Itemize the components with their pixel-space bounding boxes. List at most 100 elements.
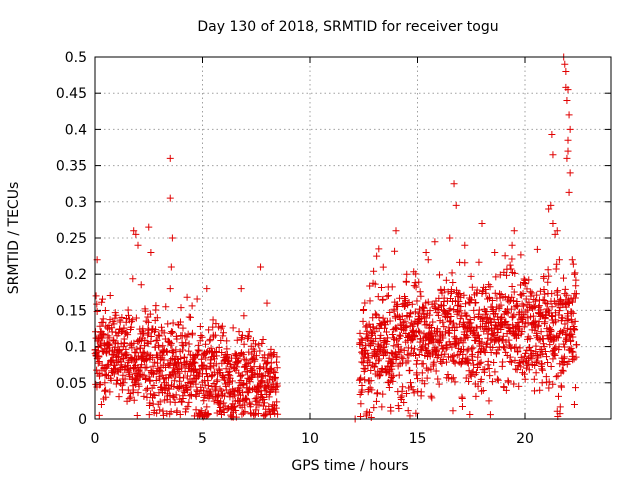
y-tick-label: 0.1 — [65, 340, 87, 356]
data-point-plus — [142, 386, 150, 394]
data-point-plus — [449, 353, 457, 361]
data-point-plus — [419, 360, 427, 368]
data-point-plus — [563, 316, 571, 324]
data-point-plus — [548, 130, 556, 138]
data-point-plus — [508, 241, 516, 249]
data-point-plus — [405, 313, 413, 321]
data-point-plus — [162, 303, 170, 311]
data-point-plus — [254, 410, 262, 418]
data-point-plus — [406, 366, 414, 374]
data-point-plus — [265, 393, 273, 401]
x-tick-label: 5 — [198, 431, 207, 447]
data-point-plus — [240, 312, 248, 320]
data-point-plus — [520, 323, 528, 331]
data-point-plus — [564, 86, 572, 94]
data-point-plus — [493, 375, 501, 383]
data-point-plus — [92, 292, 100, 300]
data-point-plus — [385, 384, 393, 392]
data-point-plus — [465, 325, 473, 333]
data-point-plus — [482, 289, 490, 297]
data-point-plus — [554, 372, 562, 380]
data-point-plus — [237, 376, 245, 384]
data-point-plus — [452, 201, 460, 209]
data-point-plus — [443, 358, 451, 366]
data-point-plus — [202, 354, 210, 362]
data-point-plus — [166, 194, 174, 202]
data-point-plus — [509, 313, 517, 321]
data-point-plus — [148, 369, 156, 377]
data-point-plus — [233, 351, 241, 359]
data-point-plus — [210, 333, 218, 341]
data-point-plus — [360, 353, 368, 361]
data-point-plus — [219, 329, 227, 337]
data-point-plus — [238, 331, 246, 339]
data-point-plus — [176, 373, 184, 381]
data-point-plus — [455, 298, 463, 306]
data-point-plus — [558, 366, 566, 374]
data-point-plus — [168, 234, 176, 242]
data-point-plus — [379, 390, 387, 398]
data-point-plus — [544, 266, 552, 274]
data-point-plus — [156, 398, 164, 406]
data-point-plus — [184, 403, 192, 411]
data-point-plus — [213, 352, 221, 360]
data-point-plus — [411, 333, 419, 341]
data-point-plus — [400, 398, 408, 406]
data-point-plus — [441, 350, 449, 358]
data-point-plus — [461, 241, 469, 249]
data-point-plus — [165, 385, 173, 393]
data-point-plus — [457, 302, 465, 310]
data-point-plus — [166, 360, 174, 368]
data-point-plus — [128, 344, 136, 352]
data-point-plus — [102, 348, 110, 356]
data-point-plus — [528, 355, 536, 363]
data-point-plus — [171, 398, 179, 406]
data-point-plus — [453, 289, 461, 297]
data-point-plus — [358, 386, 366, 394]
data-point-plus — [561, 320, 569, 328]
data-point-plus — [145, 223, 153, 231]
data-point-plus — [96, 381, 104, 389]
data-point-plus — [427, 392, 435, 400]
data-point-plus — [542, 299, 550, 307]
data-point-plus — [411, 279, 419, 287]
data-point-plus — [520, 370, 528, 378]
data-point-plus — [451, 359, 459, 367]
data-point-plus — [190, 358, 198, 366]
data-point-plus — [155, 331, 163, 339]
data-point-plus — [368, 386, 376, 394]
data-point-plus — [540, 285, 548, 293]
data-point-plus — [518, 328, 526, 336]
data-point-plus — [387, 349, 395, 357]
data-point-plus — [551, 230, 559, 238]
data-point-plus — [560, 340, 568, 348]
data-point-plus — [405, 332, 413, 340]
data-point-plus — [369, 314, 377, 322]
data-point-plus — [448, 297, 456, 305]
data-point-plus — [396, 331, 404, 339]
data-point-plus — [424, 346, 432, 354]
data-point-plus — [440, 323, 448, 331]
data-point-plus — [545, 272, 553, 280]
data-point-plus — [230, 403, 238, 411]
data-point-plus — [486, 283, 494, 291]
data-point-plus — [429, 339, 437, 347]
data-point-plus — [163, 347, 171, 355]
data-point-plus — [527, 313, 535, 321]
data-point-plus — [356, 329, 364, 337]
data-point-plus — [403, 270, 411, 278]
y-tick-label: 0.35 — [56, 159, 87, 175]
data-point-plus — [213, 376, 221, 384]
data-point-plus — [370, 362, 378, 370]
data-point-plus — [413, 357, 421, 365]
data-point-plus — [188, 302, 196, 310]
data-point-plus — [155, 332, 163, 340]
data-point-plus — [371, 363, 379, 371]
data-point-plus — [417, 292, 425, 300]
data-point-plus — [510, 380, 518, 388]
data-point-plus — [503, 308, 511, 316]
data-point-plus — [169, 319, 177, 327]
data-point-plus — [528, 289, 536, 297]
data-point-plus — [264, 354, 272, 362]
data-point-plus — [552, 265, 560, 273]
